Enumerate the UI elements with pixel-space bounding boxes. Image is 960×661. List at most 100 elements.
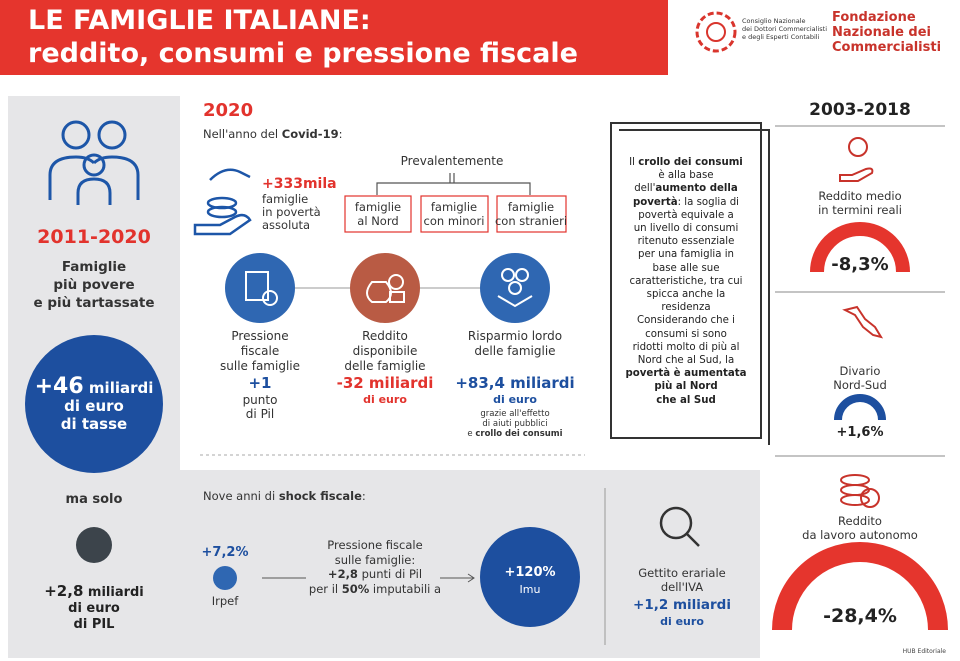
text: +2,8 xyxy=(44,582,84,600)
text-line: per una famiglia in xyxy=(637,249,735,261)
text-line: di euro xyxy=(493,393,537,406)
bold-text: +2,8 xyxy=(327,567,358,581)
item-unit: di euro xyxy=(493,393,537,407)
text: e xyxy=(467,429,476,439)
text-line: Fondazione xyxy=(832,10,916,25)
text-line: Pressione fiscale xyxy=(327,538,423,552)
text-line: caratteristiche, tra cui xyxy=(629,275,743,287)
text-line: punto xyxy=(242,393,278,407)
text: : xyxy=(338,127,343,141)
bold-text: miliardi xyxy=(88,379,154,397)
imu-value: +120% xyxy=(504,565,556,580)
text: Il xyxy=(629,157,639,168)
text-line: Gettito erariale xyxy=(638,566,726,580)
group: famiglie al Nord xyxy=(355,200,401,228)
text-line: di euro xyxy=(68,601,120,616)
item-unit: punto di Pil xyxy=(243,393,278,421)
text: dell' xyxy=(634,183,656,195)
irpef-label: Irpef xyxy=(211,594,239,608)
item-note: grazie all'effetto di aiuti pubblici e cro… xyxy=(467,409,562,439)
text-line: Divario xyxy=(839,364,881,378)
text: imputabili a xyxy=(369,581,442,596)
text-line: +2,8 punti di Pil xyxy=(309,567,441,582)
mainly: Prevalentemente xyxy=(400,154,504,168)
item-value: -32 miliardi xyxy=(336,374,434,392)
text: : la soglia di xyxy=(677,196,740,208)
text-line: famiglie xyxy=(262,192,309,206)
text-line: delle famiglie xyxy=(344,359,426,373)
text-line: più povere xyxy=(53,277,135,293)
text-line: dei Dottori Commercialisti xyxy=(742,25,828,33)
text: +46 xyxy=(34,374,84,399)
text-line: famiglie xyxy=(430,200,478,214)
irpef-value: +7,2% xyxy=(201,545,249,560)
bold-text: che al Sud xyxy=(656,394,716,406)
bold-text: crollo dei consumi xyxy=(638,157,743,168)
text-line: con minori xyxy=(423,214,485,228)
text-line: di euro xyxy=(363,393,407,406)
trend-label: Reddito da lavoro autonomo xyxy=(802,514,918,542)
bold-text: Covid-19 xyxy=(281,127,339,141)
text-line: dell'aumento della xyxy=(625,182,746,195)
text: punti di Pil xyxy=(357,567,423,581)
trend-value: -8,3% xyxy=(831,254,889,275)
text-line: Famiglie xyxy=(61,259,127,275)
text-line: che al Sud xyxy=(625,394,746,407)
text-line: Considerando che i xyxy=(637,315,735,327)
text: : xyxy=(361,489,366,503)
text-line: di PIL xyxy=(73,617,115,632)
logo-cndcec: Consiglio Nazionale dei Dottori Commercia… xyxy=(742,17,827,41)
text-line: Risparmio lordo xyxy=(467,329,563,343)
bold-text: crollo dei consumi xyxy=(475,429,563,439)
text-line: dell'IVA xyxy=(660,580,704,594)
text-line: famiglie xyxy=(354,200,402,214)
text-line: sulle famiglie xyxy=(220,359,300,373)
text-line: +2,8 miliardi xyxy=(44,583,144,601)
poverty-text: famiglie in povertà assoluta xyxy=(262,193,321,232)
text-line: Reddito xyxy=(362,329,408,343)
iva-unit: di euro xyxy=(660,615,704,628)
text-line: e crollo dei consumi xyxy=(467,429,562,439)
text-line: e degli Esperti Contabili xyxy=(742,33,820,41)
taxes: +46 miliardi di euro di tasse xyxy=(35,376,154,434)
subtitle: Famiglie più povere e più tartassate xyxy=(33,258,154,312)
bold-text: 50% xyxy=(341,581,370,596)
group: famiglie con minori xyxy=(424,200,485,228)
item-value: +1 xyxy=(248,374,272,392)
text: per il xyxy=(308,581,342,596)
text-line: Reddito medio xyxy=(818,189,902,203)
text-line: povertà è aumentata xyxy=(625,367,746,380)
title: LE FAMIGLIE ITALIANE: reddito, consumi e … xyxy=(28,4,578,70)
text-line: residenza xyxy=(661,302,711,314)
text-line: assoluta xyxy=(262,218,311,232)
text-line: in povertà xyxy=(262,205,321,219)
logo-fondazione: Fondazione Nazionale dei Commercialisti xyxy=(832,10,941,55)
trend-value: +1,6% xyxy=(836,425,884,440)
text-line: famiglie xyxy=(507,200,555,214)
text-line: più al Nord xyxy=(625,380,746,393)
text-line: spicca anche la xyxy=(646,289,726,301)
item-label: Reddito disponibile delle famiglie xyxy=(344,329,425,374)
text-line: disponibile xyxy=(352,344,418,358)
shock-intro: Nove anni di shock fiscale: xyxy=(203,489,366,503)
text-line: base alle sue xyxy=(652,262,720,274)
bold-text: povertà è aumentata xyxy=(625,368,747,380)
text-line: Nord-Sud xyxy=(833,378,887,392)
text-line: per il 50% imputabili a xyxy=(309,582,441,597)
text-line: Nord che al Sud, la xyxy=(637,355,735,367)
text-line: di tasse xyxy=(60,415,128,433)
text-line: di aiuti pubblici xyxy=(482,419,548,429)
trend-period: 2003-2018 xyxy=(809,100,911,120)
intro: Nell'anno del Covid-19: xyxy=(203,127,342,141)
text-line: povertà: la soglia di xyxy=(625,196,746,209)
trend-value: -28,4% xyxy=(823,605,897,627)
text-line: di Pil xyxy=(245,407,275,421)
item-label: Risparmio lordo delle famiglie xyxy=(468,329,562,359)
text-line: grazie all'effetto xyxy=(480,409,550,419)
text-line: un livello di consumi xyxy=(633,223,739,235)
text-line: ridotti molto di più al xyxy=(632,341,740,353)
item-value: +83,4 miliardi xyxy=(455,374,575,392)
text-line: delle famiglie xyxy=(474,344,556,358)
text-line: povertà equivale a xyxy=(638,209,734,221)
